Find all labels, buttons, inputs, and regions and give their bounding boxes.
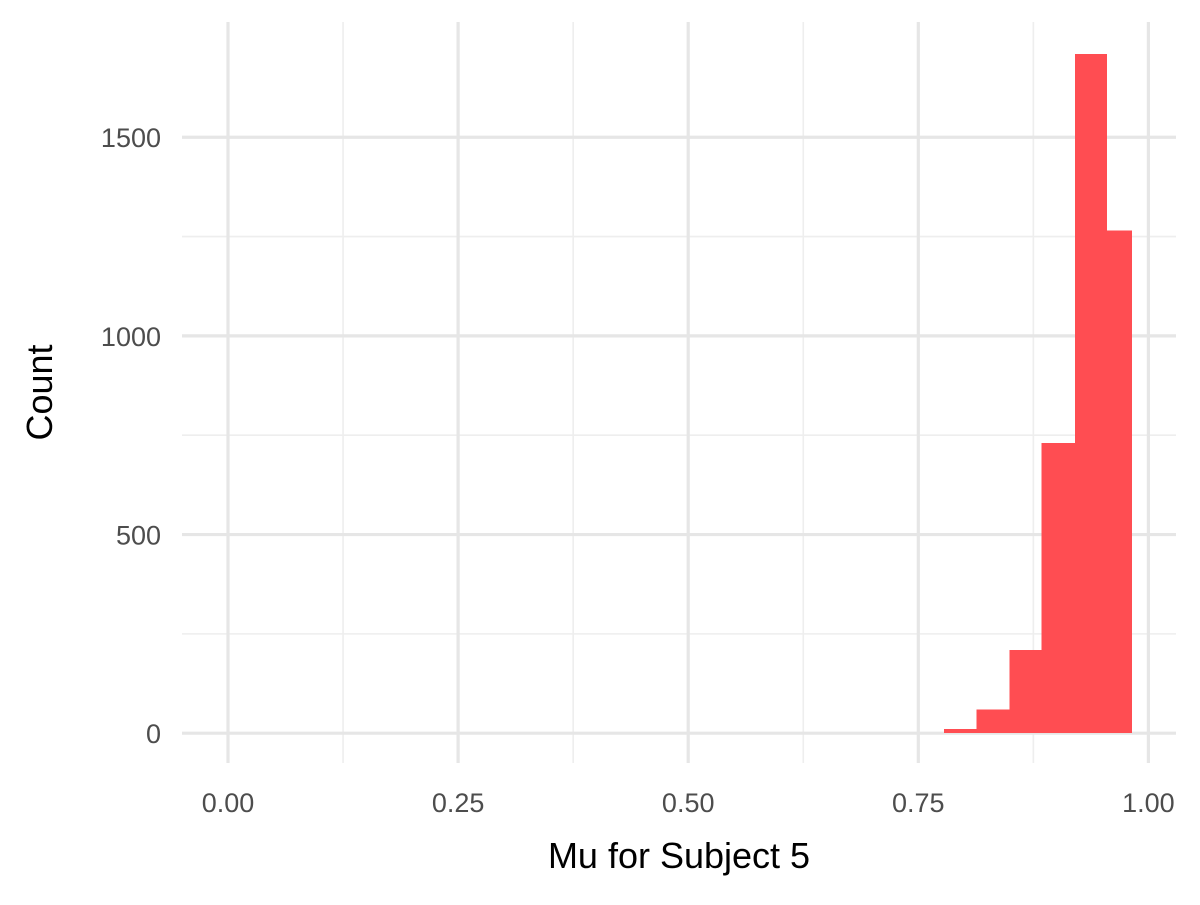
histogram-bar: [976, 709, 1010, 734]
minor-gridlines: [182, 22, 1176, 763]
y-axis-title: Count: [19, 344, 60, 440]
histogram-bar: [1074, 53, 1107, 734]
histogram-bar: [944, 729, 977, 734]
histogram-bar: [1106, 230, 1132, 734]
histogram-bars: [944, 53, 1132, 734]
histogram-bar: [1041, 443, 1075, 734]
x-tick-label: 0.50: [662, 788, 715, 818]
y-tick-label: 0: [146, 719, 161, 749]
x-axis-title: Mu for Subject 5: [548, 835, 810, 876]
x-axis-tick-labels: 0.00 0.25 0.50 0.75 1.00: [202, 788, 1175, 818]
y-tick-label: 500: [116, 521, 161, 551]
y-axis-tick-labels: 0 500 1000 1500: [101, 123, 161, 749]
x-tick-label: 0.25: [432, 788, 485, 818]
y-tick-label: 1500: [101, 123, 161, 153]
x-tick-label: 1.00: [1122, 788, 1175, 818]
histogram-bar: [1009, 649, 1042, 734]
x-tick-label: 0.00: [202, 788, 255, 818]
x-tick-label: 0.75: [892, 788, 945, 818]
y-tick-label: 1000: [101, 322, 161, 352]
